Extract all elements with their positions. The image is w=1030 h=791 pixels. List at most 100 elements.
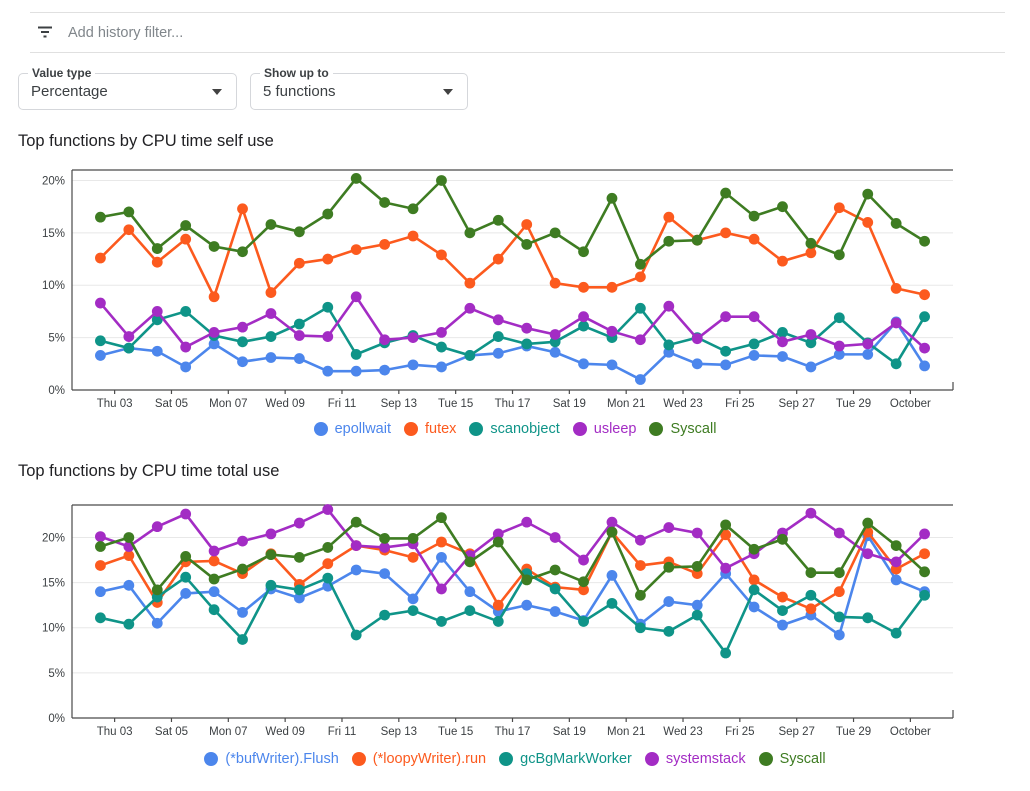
data-point[interactable] xyxy=(833,249,845,261)
data-point[interactable] xyxy=(322,208,334,220)
data-point[interactable] xyxy=(691,358,703,370)
data-point[interactable] xyxy=(407,359,419,371)
data-point[interactable] xyxy=(833,348,845,360)
data-point[interactable] xyxy=(95,531,106,542)
data-point[interactable] xyxy=(748,210,760,222)
data-point[interactable] xyxy=(748,584,760,596)
data-point[interactable] xyxy=(833,340,845,352)
data-point[interactable] xyxy=(890,556,902,568)
data-point[interactable] xyxy=(464,605,476,616)
data-point[interactable] xyxy=(919,528,930,540)
data-point[interactable] xyxy=(436,551,447,563)
data-point[interactable] xyxy=(322,542,334,553)
data-point[interactable] xyxy=(151,345,163,357)
data-point[interactable] xyxy=(833,567,845,579)
data-point[interactable] xyxy=(123,618,135,630)
data-point[interactable] xyxy=(578,554,589,566)
data-point[interactable] xyxy=(123,532,135,543)
data-point[interactable] xyxy=(578,358,589,370)
data-point[interactable] xyxy=(663,211,675,223)
data-point[interactable] xyxy=(180,361,192,373)
data-point[interactable] xyxy=(293,330,305,341)
data-point[interactable] xyxy=(436,512,447,524)
data-point[interactable] xyxy=(208,291,220,303)
data-point[interactable] xyxy=(748,350,760,361)
data-point[interactable] xyxy=(663,625,675,637)
data-point[interactable] xyxy=(151,306,163,317)
data-point[interactable] xyxy=(237,321,248,333)
data-point[interactable] xyxy=(890,540,902,552)
data-point[interactable] xyxy=(208,326,220,338)
data-point[interactable] xyxy=(95,297,106,309)
data-point[interactable] xyxy=(663,300,675,312)
data-point[interactable] xyxy=(322,365,334,377)
data-point[interactable] xyxy=(919,235,930,247)
data-point[interactable] xyxy=(549,564,561,576)
data-point[interactable] xyxy=(379,542,391,553)
data-point[interactable] xyxy=(862,216,874,228)
data-point[interactable] xyxy=(777,201,788,213)
data-point[interactable] xyxy=(379,568,391,579)
value-type-dropdown[interactable]: Value type Percentage xyxy=(18,66,237,110)
data-point[interactable] xyxy=(180,341,192,353)
data-point[interactable] xyxy=(265,287,277,298)
data-point[interactable] xyxy=(492,536,504,548)
data-point[interactable] xyxy=(95,252,106,264)
data-point[interactable] xyxy=(521,238,533,250)
data-point[interactable] xyxy=(578,320,589,332)
data-point[interactable] xyxy=(237,535,248,547)
data-point[interactable] xyxy=(720,227,732,239)
data-point[interactable] xyxy=(95,612,106,624)
data-point[interactable] xyxy=(634,560,646,571)
data-point[interactable] xyxy=(151,584,163,596)
data-point[interactable] xyxy=(180,220,192,231)
data-point[interactable] xyxy=(606,325,618,337)
data-point[interactable] xyxy=(95,335,106,347)
data-point[interactable] xyxy=(578,616,589,627)
data-point[interactable] xyxy=(748,574,760,586)
data-point[interactable] xyxy=(350,244,362,256)
data-point[interactable] xyxy=(293,257,305,269)
data-point[interactable] xyxy=(634,534,646,546)
data-point[interactable] xyxy=(549,329,561,340)
data-point[interactable] xyxy=(464,586,476,598)
data-point[interactable] xyxy=(606,281,618,293)
data-point[interactable] xyxy=(180,588,192,599)
data-point[interactable] xyxy=(350,516,362,528)
data-point[interactable] xyxy=(919,589,930,601)
data-point[interactable] xyxy=(379,364,391,376)
data-point[interactable] xyxy=(464,277,476,289)
data-point[interactable] xyxy=(237,336,248,348)
data-point[interactable] xyxy=(322,331,334,342)
data-point[interactable] xyxy=(464,350,476,361)
data-point[interactable] xyxy=(777,351,788,362)
data-point[interactable] xyxy=(322,558,334,570)
data-point[interactable] xyxy=(407,551,419,563)
data-point[interactable] xyxy=(862,517,874,529)
data-point[interactable] xyxy=(805,567,817,579)
data-point[interactable] xyxy=(549,606,561,617)
data-point[interactable] xyxy=(521,516,533,528)
data-point[interactable] xyxy=(521,338,533,350)
data-point[interactable] xyxy=(350,172,362,184)
data-point[interactable] xyxy=(436,616,447,627)
data-point[interactable] xyxy=(521,322,533,334)
data-point[interactable] xyxy=(322,504,334,515)
data-point[interactable] xyxy=(521,219,533,230)
data-point[interactable] xyxy=(549,277,561,289)
data-point[interactable] xyxy=(293,353,305,364)
data-point[interactable] xyxy=(293,551,305,563)
data-point[interactable] xyxy=(492,528,504,540)
data-point[interactable] xyxy=(691,234,703,246)
data-point[interactable] xyxy=(720,187,732,199)
data-point[interactable] xyxy=(663,596,675,607)
data-point[interactable] xyxy=(720,519,732,531)
data-point[interactable] xyxy=(151,617,163,629)
data-point[interactable] xyxy=(862,548,874,560)
data-point[interactable] xyxy=(407,203,419,215)
data-point[interactable] xyxy=(720,359,732,371)
data-point[interactable] xyxy=(407,532,419,544)
data-point[interactable] xyxy=(634,271,646,283)
data-point[interactable] xyxy=(237,203,248,215)
data-point[interactable] xyxy=(578,311,589,323)
